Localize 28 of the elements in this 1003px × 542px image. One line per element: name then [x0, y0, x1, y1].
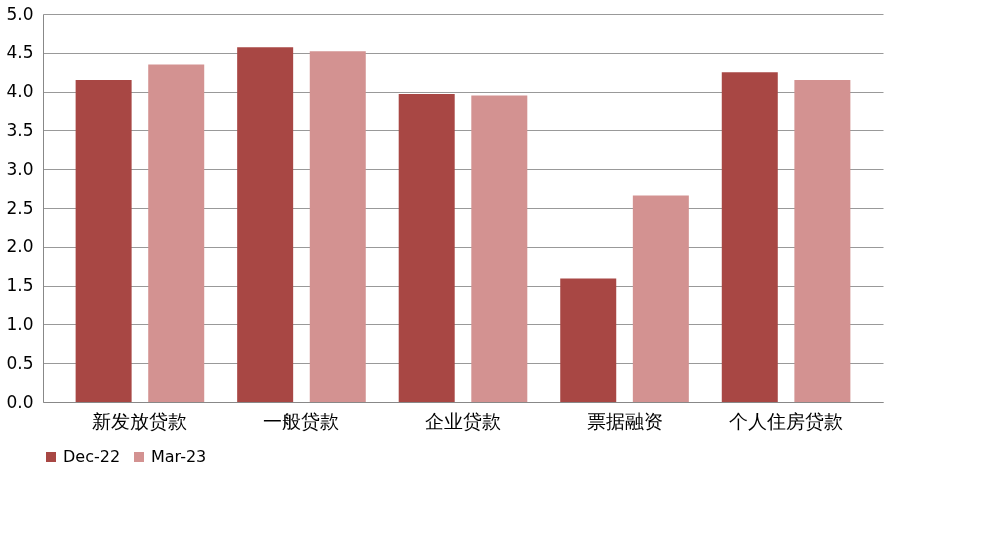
- legend-label: Dec-22: [63, 447, 121, 466]
- y-tick-label: 0.5: [6, 352, 34, 373]
- legend-label: Mar-23: [151, 447, 207, 466]
- y-tick-label: 3.5: [6, 119, 34, 140]
- bar: [148, 64, 205, 402]
- y-tick-label: 1.0: [6, 313, 34, 334]
- bar: [75, 79, 132, 402]
- x-tick-label: 票据融资: [586, 409, 663, 432]
- x-tick-label: 新发放贷款: [92, 409, 188, 432]
- bar: [471, 95, 528, 402]
- x-tick-label: 一般贷款: [263, 409, 340, 432]
- bar: [632, 195, 689, 402]
- y-tick-label: 4.5: [6, 42, 34, 63]
- y-tick-label: 4.0: [6, 81, 34, 102]
- x-tick-label: 个人住房贷款: [729, 409, 844, 432]
- y-tick-label: 2.0: [6, 236, 34, 257]
- x-tick-label: 企业贷款: [425, 409, 501, 432]
- y-tick-label: 2.5: [6, 197, 34, 218]
- y-tick-label: 3.0: [6, 158, 34, 179]
- bar: [398, 93, 455, 402]
- bar: [309, 51, 366, 402]
- bar: [721, 72, 778, 402]
- y-tick-label: 5.0: [6, 3, 34, 24]
- bar: [560, 278, 617, 402]
- y-tick-label: 0.0: [6, 391, 34, 412]
- y-tick-label: 1.5: [6, 275, 34, 296]
- bar: [794, 79, 851, 402]
- bar: [237, 47, 294, 402]
